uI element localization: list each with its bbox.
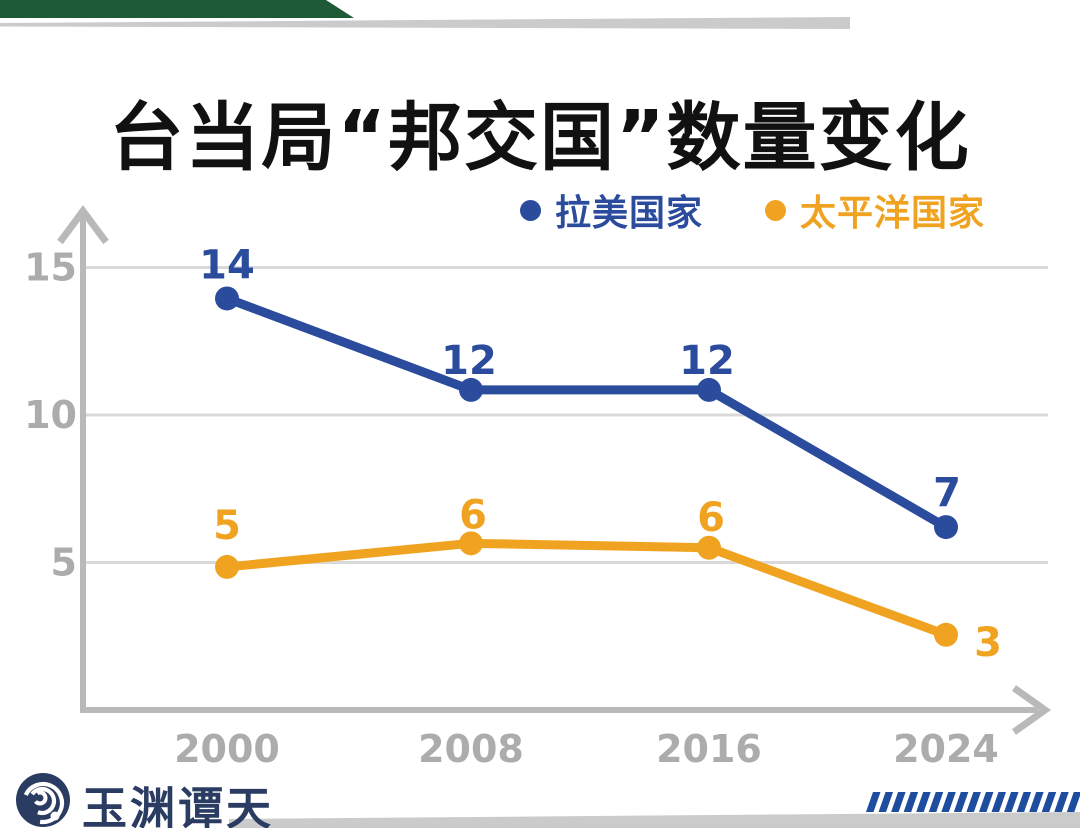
bottom-stripe-icon (953, 792, 969, 812)
bottom-stripe-icon (966, 792, 981, 812)
y-tick-label-10: 10 (24, 393, 77, 437)
bottom-stripe-icon (916, 792, 931, 812)
bottom-stripe-icon (1066, 792, 1080, 812)
bottom-stripe-icon (903, 792, 919, 812)
data-label-1-1: 6 (459, 492, 487, 538)
data-point-0-1 (459, 377, 483, 402)
legend-dot-latam-icon (520, 199, 541, 221)
x-tick-label-2008: 2008 (418, 727, 524, 771)
bottom-stripe-icon (928, 792, 944, 812)
chart-title: 台当局“邦交国”数量变化 (109, 95, 971, 181)
top-green-bar (0, 0, 354, 18)
bottom-stripe-icon (1041, 792, 1057, 812)
data-label-0-0: 14 (199, 242, 255, 288)
legend-dot-pacific-icon (765, 199, 787, 221)
legend-item-latam: 拉美国家 (520, 184, 703, 236)
bottom-stripe-icon (1029, 792, 1044, 812)
data-point-1-2 (697, 535, 721, 560)
data-point-0-2 (697, 377, 721, 402)
bottom-stripe-icon (891, 792, 906, 812)
data-label-0-2: 12 (679, 338, 735, 384)
y-axis-arrow-icon (57, 205, 109, 245)
series-line-0 (222, 293, 951, 532)
bottom-stripe-icon (941, 792, 956, 812)
y-tick-label-15: 15 (24, 246, 77, 290)
x-tick-label-2000: 2000 (174, 727, 280, 771)
bottom-stripe-icon (1016, 792, 1032, 812)
data-point-0-0 (215, 286, 239, 311)
data-point-1-0 (215, 554, 239, 579)
chart-legend: 拉美国家 太平洋国家 (520, 184, 985, 236)
data-label-0-3: 7 (933, 470, 961, 516)
bottom-stripe-icon (878, 792, 894, 812)
x-axis-arrow-icon (1011, 685, 1052, 735)
bottom-stripe-icon (991, 792, 1006, 812)
y-tick-label-5: 5 (51, 541, 77, 585)
x-tick-label-2024: 2024 (893, 727, 999, 771)
data-point-1-1 (459, 531, 483, 556)
legend-item-pacific: 太平洋国家 (765, 184, 985, 236)
data-label-1-0: 5 (213, 503, 241, 549)
bottom-stripe-icon (978, 792, 994, 812)
data-point-1-3 (934, 622, 958, 647)
bottom-gray-bar (229, 812, 1080, 828)
bottom-stripe-icon (866, 792, 881, 812)
bottom-stripe-icon (1054, 792, 1069, 812)
data-label-1-3: 3 (974, 620, 1002, 666)
series-line-1 (222, 538, 951, 640)
x-tick-label-2016: 2016 (656, 727, 762, 771)
publisher-logo-text: 玉渊谭天 (82, 782, 275, 828)
legend-label-pacific: 太平洋国家 (800, 193, 986, 234)
whirlpool-logo-icon (16, 773, 70, 827)
data-label-0-1: 12 (441, 338, 497, 384)
bottom-stripe-icon (1004, 792, 1019, 812)
legend-label-latam: 拉美国家 (555, 193, 704, 234)
publisher-logo: 玉渊谭天 (14, 770, 274, 828)
top-gray-bar (0, 17, 850, 29)
data-label-1-2: 6 (697, 495, 725, 541)
data-point-0-3 (934, 515, 958, 540)
